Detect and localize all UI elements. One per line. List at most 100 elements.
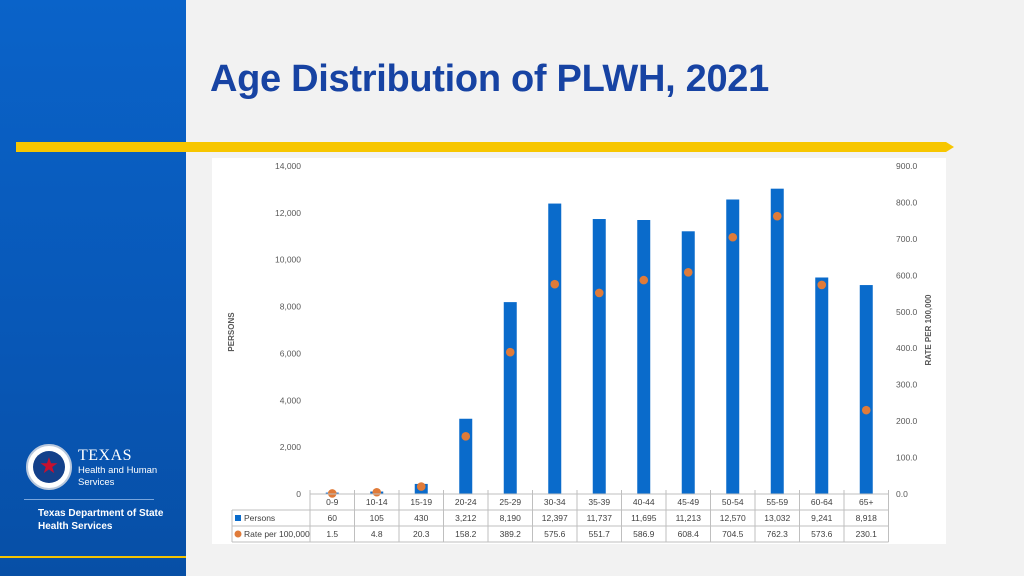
y-tick-right: 200.0 [896, 416, 918, 426]
y-tick-left: 0 [296, 489, 301, 499]
x-tick-label: 50-54 [722, 497, 744, 507]
x-tick-label: 40-44 [633, 497, 655, 507]
data-label: 762.3 [767, 529, 789, 539]
data-label: 608.4 [678, 529, 700, 539]
dot-rate [817, 280, 827, 290]
legend-label: Rate per 100,000 [244, 529, 310, 539]
dot-rate [327, 489, 337, 498]
dot-rate [861, 405, 871, 415]
y-tick-left: 4,000 [280, 395, 302, 405]
x-tick-label: 30-34 [544, 497, 566, 507]
data-label: 575.6 [544, 529, 566, 539]
x-tick-label: 35-39 [588, 497, 610, 507]
logo-title: TEXAS [78, 447, 133, 464]
dot-rate [461, 432, 471, 441]
y-tick-right: 700.0 [896, 234, 918, 244]
bar-persons [726, 199, 740, 494]
accent-bar [16, 142, 946, 152]
data-label: 158.2 [455, 529, 477, 539]
data-label: 389.2 [500, 529, 522, 539]
legend-key-rate [234, 530, 242, 538]
data-label: 11,213 [676, 513, 702, 523]
dot-rate [416, 482, 426, 491]
y-tick-right: 300.0 [896, 380, 918, 390]
y-axis-label-left: PERSONS [227, 312, 236, 352]
dshs-label: Texas Department of State Health Service… [38, 507, 163, 533]
y-tick-right: 800.0 [896, 197, 918, 207]
dot-rate [594, 288, 604, 298]
bar-persons [859, 285, 873, 494]
slide-title: Age Distribution of PLWH, 2021 [210, 58, 769, 100]
y-axis-label-right: RATE PER 100,000 [924, 294, 933, 366]
data-label: 8,190 [500, 513, 522, 523]
dot-rate [728, 232, 738, 242]
data-label: 1.5 [326, 529, 338, 539]
data-label: 13,032 [764, 513, 790, 523]
x-tick-label: 60-64 [811, 497, 833, 507]
legend-key-persons [235, 515, 241, 521]
dot-rate [505, 347, 515, 357]
bar-persons [681, 231, 695, 495]
sidebar-panel: ★ TEXAS Health and Human Services Texas … [0, 0, 186, 576]
logo-subtitle-2: Services [78, 477, 115, 488]
x-tick-label: 25-29 [499, 497, 521, 507]
dot-rate [772, 211, 782, 221]
sidebar-bottom-line [0, 556, 186, 558]
bar-persons [459, 418, 473, 494]
y-tick-left: 2,000 [280, 442, 302, 452]
data-label: 8,918 [856, 513, 878, 523]
x-tick-label: 0-9 [326, 497, 339, 507]
bar-persons [548, 203, 562, 494]
chart-panel: 0 2,000 4,000 6,000 8,000 10,000 12,000 14,000 … [212, 158, 946, 544]
data-label: 3,212 [455, 513, 477, 523]
x-tick-label: 55-59 [766, 497, 788, 507]
dshs-line-1: Texas Department of State [38, 508, 164, 519]
accent-bar-tip [946, 142, 954, 152]
legend-label: Persons [244, 513, 275, 523]
data-label: 20.3 [413, 529, 430, 539]
data-label: 11,695 [631, 513, 657, 523]
y-tick-left: 6,000 [280, 348, 302, 358]
data-label: 4.8 [371, 529, 383, 539]
y-tick-right: 500.0 [896, 307, 918, 317]
dshs-line-2: Health Services [38, 521, 113, 532]
data-label: 12,570 [720, 513, 746, 523]
y-tick-left: 8,000 [280, 302, 302, 312]
x-tick-label: 15-19 [410, 497, 432, 507]
data-label: 105 [370, 513, 384, 523]
texas-seal-icon: ★ [26, 444, 72, 490]
data-label: 11,737 [587, 513, 613, 523]
x-tick-label: 10-14 [366, 497, 388, 507]
data-label: 60 [328, 513, 338, 523]
data-label: 573.6 [811, 529, 833, 539]
y-tick-right: 400.0 [896, 343, 918, 353]
logo-subtitle-1: Health and Human [78, 465, 158, 476]
bar-persons [503, 302, 517, 494]
x-tick-label: 65+ [859, 497, 873, 507]
x-tick-label: 45-49 [677, 497, 699, 507]
dot-rate [639, 275, 649, 285]
y-tick-right: 100.0 [896, 453, 918, 463]
dot-rate [372, 487, 382, 497]
y-tick-left: 12,000 [275, 208, 301, 218]
data-label: 704.5 [722, 529, 744, 539]
data-label: 551.7 [589, 529, 611, 539]
dot-rate [550, 279, 560, 289]
age-distribution-chart: 02,0004,0006,0008,00010,00012,00014,000 … [227, 161, 933, 543]
bar-persons [770, 188, 784, 494]
x-tick-label: 20-24 [455, 497, 477, 507]
y-tick-right: 0.0 [896, 489, 908, 499]
data-label: 586.9 [633, 529, 655, 539]
data-label: 230.1 [856, 529, 878, 539]
y-tick-left: 14,000 [275, 161, 301, 171]
data-label: 9,241 [811, 513, 833, 523]
data-label: 430 [414, 513, 428, 523]
bar-persons [592, 219, 606, 494]
y-tick-right: 900.0 [896, 161, 918, 171]
bar-persons [815, 277, 829, 494]
y-tick-left: 10,000 [275, 255, 301, 265]
dot-rate [683, 267, 693, 277]
y-tick-right: 600.0 [896, 270, 918, 280]
bar-persons [637, 220, 651, 494]
data-label: 12,397 [542, 513, 568, 523]
